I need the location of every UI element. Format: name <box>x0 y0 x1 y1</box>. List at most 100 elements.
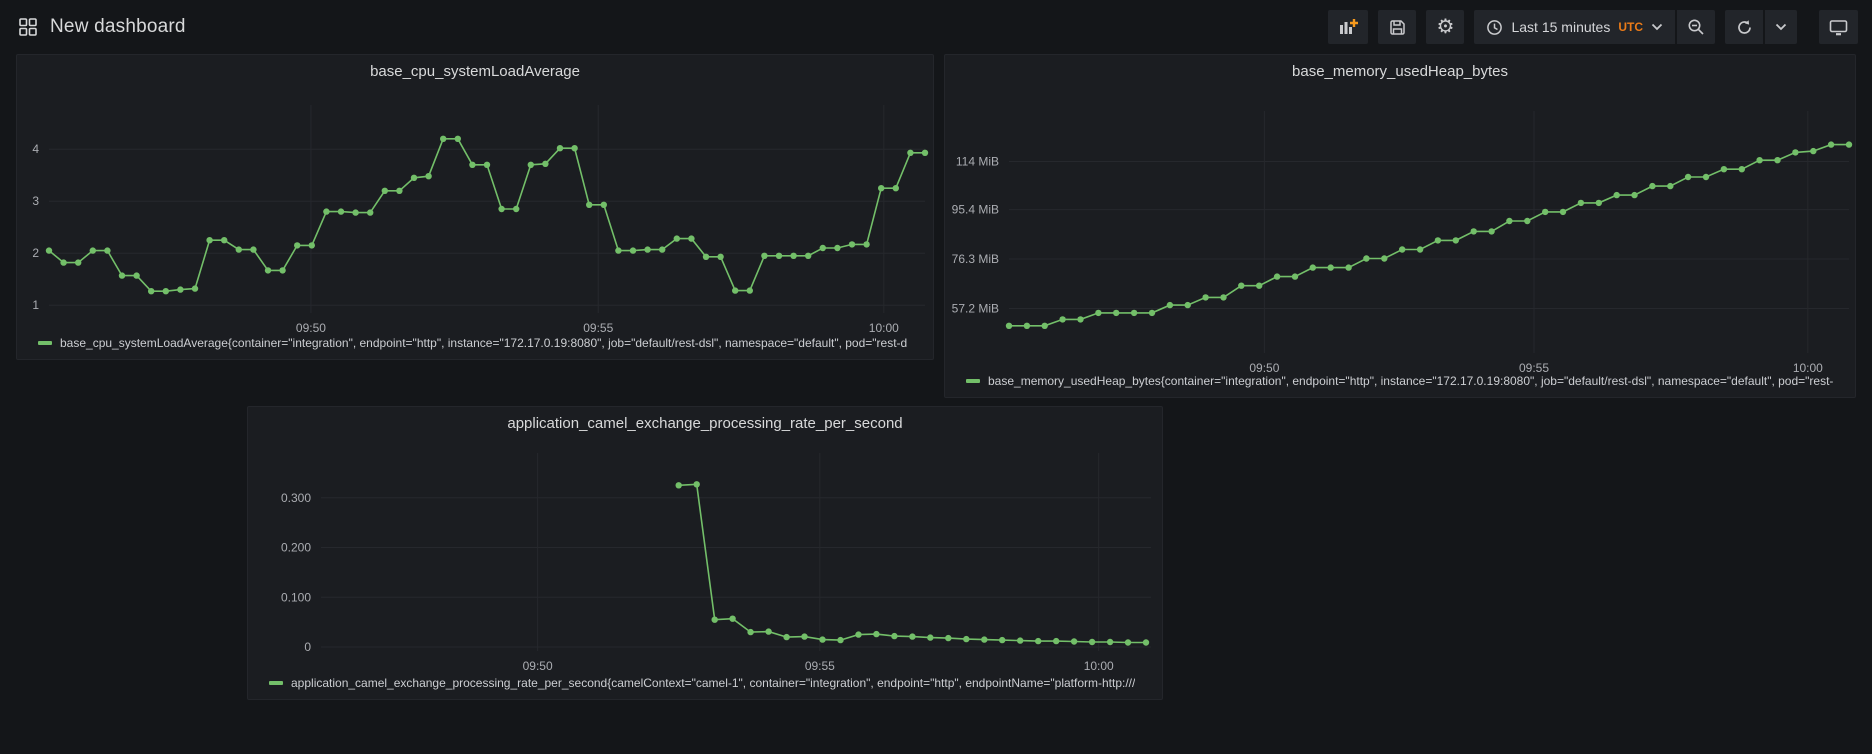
data-point[interactable] <box>1142 639 1150 646</box>
data-point[interactable] <box>1053 637 1060 645</box>
data-point[interactable] <box>1088 638 1096 646</box>
data-point[interactable] <box>863 241 870 248</box>
data-point[interactable] <box>1613 191 1620 199</box>
data-point[interactable] <box>513 205 520 213</box>
data-point[interactable] <box>783 633 790 641</box>
data-point[interactable] <box>1130 309 1138 317</box>
data-point[interactable] <box>1005 322 1013 329</box>
data-point[interactable] <box>1070 638 1078 645</box>
data-point[interactable] <box>250 246 257 253</box>
data-point[interactable] <box>1113 309 1120 317</box>
data-point[interactable] <box>1273 273 1281 280</box>
data-point[interactable] <box>963 635 970 643</box>
data-point[interactable] <box>790 252 797 259</box>
data-point[interactable] <box>629 247 637 254</box>
data-point[interactable] <box>45 247 53 254</box>
data-point[interactable] <box>542 160 549 167</box>
data-point[interactable] <box>1470 228 1477 235</box>
data-point[interactable] <box>381 187 388 194</box>
data-point[interactable] <box>1756 157 1763 164</box>
data-point[interactable] <box>891 632 898 640</box>
data-point[interactable] <box>1452 237 1459 244</box>
data-point[interactable] <box>1631 191 1638 199</box>
data-point[interactable] <box>688 235 695 242</box>
data-point[interactable] <box>571 145 578 152</box>
time-range-picker[interactable]: Last 15 minutes UTC <box>1474 10 1675 44</box>
add-panel-button[interactable] <box>1328 10 1369 44</box>
data-point[interactable] <box>1363 255 1370 262</box>
data-point[interactable] <box>909 633 916 640</box>
data-point[interactable] <box>1542 208 1549 216</box>
panel-title[interactable]: application_camel_exchange_processing_ra… <box>507 415 903 432</box>
data-point[interactable] <box>162 288 169 295</box>
panel-title[interactable]: base_cpu_systemLoadAverage <box>370 63 580 80</box>
panel-title[interactable]: base_memory_usedHeap_bytes <box>1292 63 1508 80</box>
data-point[interactable] <box>323 208 330 215</box>
dashboard-settings-button[interactable]: ⚙ <box>1426 10 1465 44</box>
data-point[interactable] <box>1399 246 1406 253</box>
data-point[interactable] <box>1827 141 1835 148</box>
data-point[interactable] <box>711 616 718 623</box>
data-point[interactable] <box>235 246 242 253</box>
data-point[interactable] <box>855 631 862 638</box>
data-point[interactable] <box>410 174 418 181</box>
camel-rate-line-chart[interactable]: 0 0.100 0.200 0.300 09:50 09:55 10:00 <box>248 407 1164 701</box>
legend-label[interactable]: application_camel_exchange_processing_ra… <box>291 676 1136 690</box>
data-point[interactable] <box>775 252 783 259</box>
data-point[interactable] <box>1577 199 1585 207</box>
data-point[interactable] <box>177 286 184 293</box>
refresh-dashboard-button[interactable] <box>1725 10 1763 44</box>
cpu-load-line-chart[interactable]: 1 2 3 4 09:50 09:55 10:00 <box>17 55 935 361</box>
data-point[interactable] <box>1720 166 1728 173</box>
data-point[interactable] <box>927 634 934 641</box>
data-point[interactable] <box>1095 309 1102 317</box>
data-point[interactable] <box>732 287 739 294</box>
data-point[interactable] <box>586 201 593 208</box>
data-point[interactable] <box>104 247 111 254</box>
data-point[interactable] <box>1148 309 1156 317</box>
data-point[interactable] <box>483 161 491 168</box>
data-point[interactable] <box>221 237 228 244</box>
data-point[interactable] <box>878 185 885 192</box>
data-point[interactable] <box>1256 282 1263 289</box>
data-point[interactable] <box>837 636 844 644</box>
data-point[interactable] <box>819 636 826 643</box>
legend-color-swatch[interactable] <box>38 341 52 345</box>
dashboard-icon[interactable] <box>18 17 38 37</box>
data-point[interactable] <box>805 252 812 259</box>
data-point[interactable] <box>834 244 841 252</box>
data-point[interactable] <box>765 628 772 635</box>
data-point[interactable] <box>1649 182 1656 190</box>
data-point[interactable] <box>469 161 476 168</box>
data-point[interactable] <box>1434 237 1442 244</box>
data-point[interactable] <box>1488 228 1495 235</box>
save-dashboard-button[interactable] <box>1378 10 1417 44</box>
data-point[interactable] <box>191 285 199 292</box>
data-point[interactable] <box>1184 301 1191 309</box>
data-point[interactable] <box>454 135 461 142</box>
data-point[interactable] <box>945 634 952 642</box>
data-point[interactable] <box>747 628 754 636</box>
data-point[interactable] <box>1238 282 1245 289</box>
data-point[interactable] <box>527 161 534 168</box>
data-point[interactable] <box>673 235 680 242</box>
data-point[interactable] <box>600 201 607 208</box>
data-point[interactable] <box>367 209 374 216</box>
data-point[interactable] <box>1017 637 1024 644</box>
data-point[interactable] <box>1845 141 1853 148</box>
data-point[interactable] <box>308 242 315 249</box>
data-point[interactable] <box>1792 149 1799 156</box>
data-point[interactable] <box>693 481 700 488</box>
data-point[interactable] <box>761 252 768 259</box>
data-point[interactable] <box>337 208 345 215</box>
data-point[interactable] <box>1327 264 1334 271</box>
data-point[interactable] <box>1106 638 1114 646</box>
data-point[interactable] <box>118 272 126 279</box>
data-point[interactable] <box>1077 316 1084 323</box>
data-point[interactable] <box>396 187 403 194</box>
data-point[interactable] <box>717 253 724 260</box>
data-point[interactable] <box>498 205 505 213</box>
data-point[interactable] <box>729 615 736 622</box>
data-point[interactable] <box>819 244 826 252</box>
data-point[interactable] <box>75 259 82 266</box>
